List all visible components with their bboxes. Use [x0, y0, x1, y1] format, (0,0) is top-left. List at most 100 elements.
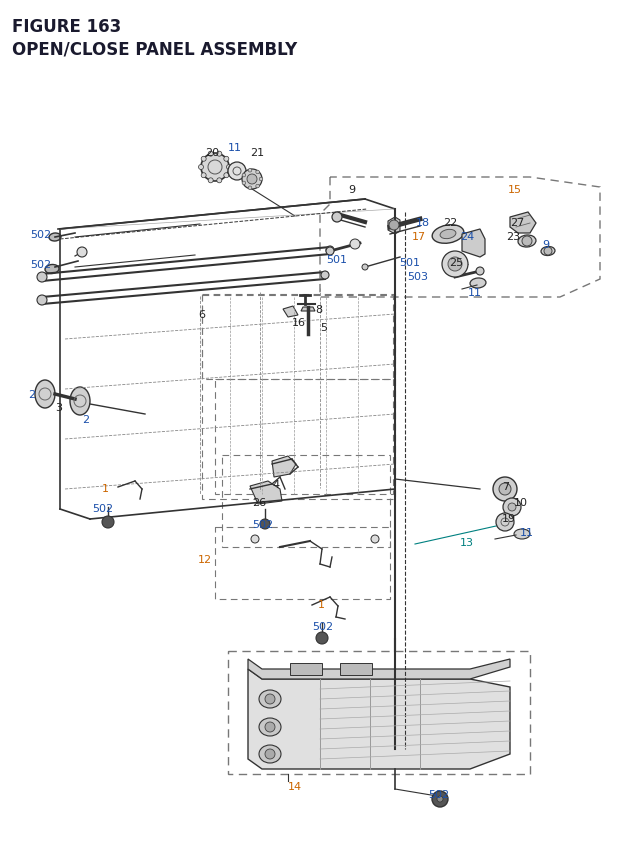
Circle shape	[432, 791, 448, 807]
Circle shape	[224, 157, 229, 162]
Circle shape	[389, 220, 399, 231]
Circle shape	[256, 185, 259, 189]
Text: 25: 25	[449, 257, 463, 268]
Circle shape	[208, 178, 213, 183]
Text: 2: 2	[82, 414, 89, 424]
Text: 3: 3	[55, 403, 62, 412]
Circle shape	[201, 154, 229, 182]
Circle shape	[248, 187, 252, 190]
Circle shape	[476, 268, 484, 276]
Circle shape	[227, 165, 232, 170]
Text: 1: 1	[102, 483, 109, 493]
Text: 21: 21	[250, 148, 264, 158]
Circle shape	[496, 513, 514, 531]
Ellipse shape	[35, 381, 55, 408]
Text: 11: 11	[520, 528, 534, 537]
Polygon shape	[283, 307, 298, 318]
Circle shape	[228, 163, 246, 181]
Bar	[290, 663, 322, 675]
Bar	[340, 663, 372, 675]
Text: 501: 501	[326, 255, 347, 264]
Circle shape	[442, 251, 468, 278]
Circle shape	[247, 175, 257, 185]
Circle shape	[242, 170, 262, 189]
Ellipse shape	[514, 530, 530, 539]
Ellipse shape	[45, 265, 59, 274]
Circle shape	[37, 295, 47, 306]
Text: 10: 10	[514, 498, 528, 507]
Text: 9: 9	[348, 185, 355, 195]
Text: 11: 11	[228, 143, 242, 152]
Text: 5: 5	[320, 323, 327, 332]
Polygon shape	[388, 218, 400, 235]
Circle shape	[248, 170, 252, 173]
Text: 8: 8	[315, 305, 322, 314]
Text: 18: 18	[416, 218, 430, 228]
Polygon shape	[272, 456, 296, 478]
Text: 11: 11	[468, 288, 482, 298]
Circle shape	[316, 632, 328, 644]
Text: 1: 1	[318, 599, 325, 610]
Circle shape	[544, 248, 552, 256]
Ellipse shape	[259, 691, 281, 709]
Circle shape	[256, 171, 259, 175]
Circle shape	[332, 213, 342, 223]
Circle shape	[37, 273, 47, 282]
Bar	[222, 455, 390, 548]
Text: 14: 14	[288, 781, 302, 791]
Text: 15: 15	[508, 185, 522, 195]
Circle shape	[362, 264, 368, 270]
Text: 502: 502	[30, 260, 51, 269]
Text: FIGURE 163: FIGURE 163	[12, 18, 121, 36]
Ellipse shape	[541, 247, 555, 257]
Ellipse shape	[259, 718, 281, 736]
Text: 7: 7	[502, 481, 509, 492]
Ellipse shape	[49, 233, 61, 242]
Circle shape	[326, 247, 334, 255]
Text: 6: 6	[198, 310, 205, 319]
Circle shape	[259, 178, 263, 182]
Ellipse shape	[259, 745, 281, 763]
Bar	[215, 380, 393, 494]
Ellipse shape	[440, 230, 456, 239]
Ellipse shape	[70, 387, 90, 416]
Bar	[215, 528, 390, 599]
Circle shape	[503, 499, 521, 517]
Circle shape	[265, 749, 275, 759]
Circle shape	[201, 157, 206, 162]
Polygon shape	[250, 481, 282, 505]
Text: 24: 24	[460, 232, 474, 242]
Text: 4: 4	[272, 480, 279, 489]
Circle shape	[208, 152, 213, 157]
Text: 16: 16	[292, 318, 306, 328]
Bar	[202, 295, 393, 380]
Text: 9: 9	[542, 239, 549, 250]
Circle shape	[522, 237, 532, 247]
Bar	[228, 651, 530, 774]
Polygon shape	[510, 213, 536, 233]
Text: 27: 27	[510, 218, 524, 228]
Text: 502: 502	[30, 230, 51, 239]
Circle shape	[198, 165, 204, 170]
Text: 503: 503	[407, 272, 428, 282]
Polygon shape	[462, 230, 485, 257]
Circle shape	[102, 517, 114, 529]
Polygon shape	[248, 660, 510, 679]
Circle shape	[508, 504, 516, 511]
Text: 502: 502	[92, 504, 113, 513]
Circle shape	[321, 272, 329, 280]
Text: 2: 2	[28, 389, 35, 400]
Circle shape	[242, 182, 246, 185]
Bar	[202, 294, 395, 499]
Text: 17: 17	[412, 232, 426, 242]
Polygon shape	[301, 307, 315, 312]
Circle shape	[251, 536, 259, 543]
Text: 23: 23	[506, 232, 520, 242]
Circle shape	[371, 536, 379, 543]
Text: 502: 502	[428, 789, 449, 799]
Circle shape	[350, 239, 360, 250]
Circle shape	[77, 248, 87, 257]
Text: 502: 502	[312, 622, 333, 631]
Circle shape	[265, 722, 275, 732]
Text: 12: 12	[198, 554, 212, 564]
